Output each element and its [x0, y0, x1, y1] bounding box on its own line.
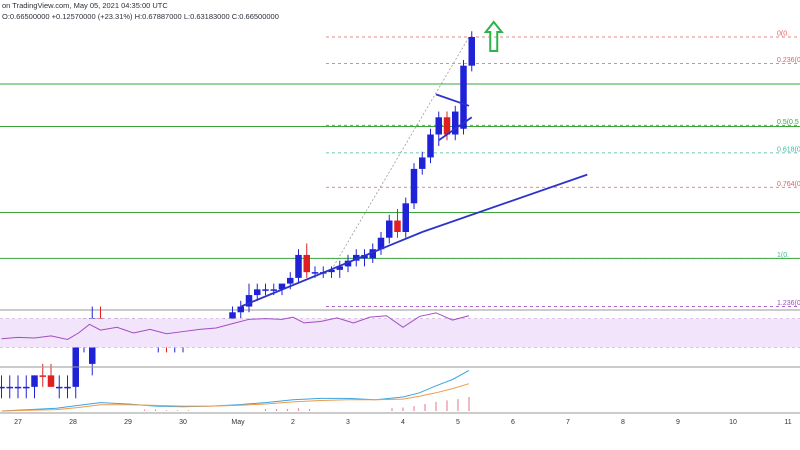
candle-body — [56, 386, 63, 389]
up-arrow-icon — [483, 20, 504, 52]
candle-body — [72, 340, 79, 387]
fib-level-label: 0.764(0. — [777, 181, 800, 188]
trendline — [438, 116, 473, 141]
candle-body — [427, 134, 434, 158]
time-axis-tick-label: 7 — [566, 419, 570, 426]
macd-histogram-bar — [154, 409, 157, 411]
candle-body — [262, 289, 269, 291]
candle-body — [39, 375, 46, 377]
time-axis-tick-label: 2 — [291, 419, 295, 426]
fib-level-label: 0.618(0. — [777, 146, 800, 153]
macd-histogram-bar — [402, 407, 404, 411]
candle-body — [245, 295, 253, 307]
trendline — [421, 173, 588, 233]
time-axis-tick-label: 3 — [346, 419, 350, 426]
macd-histogram-bar — [457, 399, 459, 411]
candle-body — [14, 386, 22, 389]
macd-histogram-bar — [286, 408, 289, 411]
macd-histogram-bar — [165, 410, 168, 411]
fib-level-label: 1(0. — [777, 252, 789, 259]
fib-level-label: 0.236(0. — [777, 57, 800, 64]
time-axis: 27 28 29 30 May 2 3 4 5 6 7 8 9 10 11 — [14, 419, 792, 426]
candle-body — [311, 272, 319, 274]
macd-histogram-bar — [143, 409, 146, 411]
macd-histogram-bar — [187, 410, 190, 411]
time-axis-tick-label: 4 — [401, 419, 405, 426]
candle-body — [254, 289, 261, 296]
macd-histogram-bar — [468, 397, 470, 411]
time-axis-tick-label: 6 — [511, 419, 515, 426]
trendline — [240, 231, 423, 308]
candle-body — [295, 254, 302, 278]
rsi-band — [0, 318, 800, 348]
time-axis-tick-label: May — [231, 419, 245, 426]
rsi-pane — [0, 312, 800, 368]
fib-diagonal — [331, 36, 470, 271]
trendline — [435, 93, 470, 107]
chart-header-source: on TradingView.com, May 05, 2021 04:35:0… — [2, 1, 168, 10]
macd-histogram-bar — [413, 406, 415, 411]
time-axis-tick-label: 30 — [179, 419, 187, 426]
macd-histogram-bar — [275, 408, 278, 411]
macd-histogram-bar — [264, 408, 267, 411]
macd-macd-line — [1, 369, 470, 412]
candle-body — [353, 254, 360, 261]
fib-level-label: 0(0. — [777, 31, 789, 38]
time-axis-tick-label: 8 — [621, 419, 625, 426]
candle-body — [23, 386, 30, 389]
candle-body — [377, 237, 385, 250]
macd-histogram-bar — [297, 408, 300, 411]
candle-body — [328, 269, 335, 273]
candle-body — [287, 277, 294, 284]
candle-body — [270, 289, 277, 291]
time-axis-tick-label: 9 — [676, 419, 680, 426]
candle-body — [402, 203, 409, 232]
candle-body — [336, 266, 343, 270]
candle-body — [31, 375, 38, 387]
time-axis-tick-label: 11 — [784, 419, 791, 426]
candle-body — [435, 117, 442, 135]
candle-body — [278, 283, 286, 290]
time-axis-tick-label: 27 — [14, 419, 22, 426]
candle-body — [47, 375, 55, 387]
rsi-line — [1, 312, 470, 341]
candle-body — [237, 306, 244, 313]
candle-body — [468, 37, 475, 66]
candle-body — [394, 220, 401, 232]
macd-pane — [0, 369, 800, 414]
candle-body — [419, 157, 426, 169]
candle-body — [0, 386, 5, 389]
fib-level-label: 1.236(0. — [777, 300, 800, 307]
candle-body — [452, 111, 459, 135]
candle-body — [6, 386, 13, 389]
candle-body — [410, 168, 418, 204]
macd-histogram-bar — [424, 404, 426, 411]
candle-body — [303, 254, 310, 273]
candle-body — [64, 386, 71, 389]
candle-body — [443, 117, 451, 135]
macd-histogram-bar — [308, 408, 311, 411]
macd-histogram-bar — [435, 401, 437, 411]
macd-histogram-bar — [176, 410, 179, 411]
macd-signal-line — [1, 383, 470, 412]
candle-body — [229, 312, 236, 324]
candle-body — [369, 249, 376, 259]
macd-histogram-bar — [391, 408, 393, 411]
fib-level-label: 0.5(0.5 — [777, 119, 799, 126]
candle-body — [386, 220, 393, 238]
macd-histogram-bar — [446, 400, 448, 411]
time-axis-tick-label: 10 — [729, 419, 737, 426]
candle-body — [460, 65, 467, 129]
time-axis-tick-label: 28 — [69, 419, 77, 426]
time-axis-tick-label: 29 — [124, 419, 132, 426]
chart-header-ohlc: O:0.66500000 +0.12570000 (+23.31%) H:0.6… — [2, 12, 279, 21]
candle-body — [344, 260, 352, 267]
time-axis-tick-label: 5 — [456, 419, 460, 426]
